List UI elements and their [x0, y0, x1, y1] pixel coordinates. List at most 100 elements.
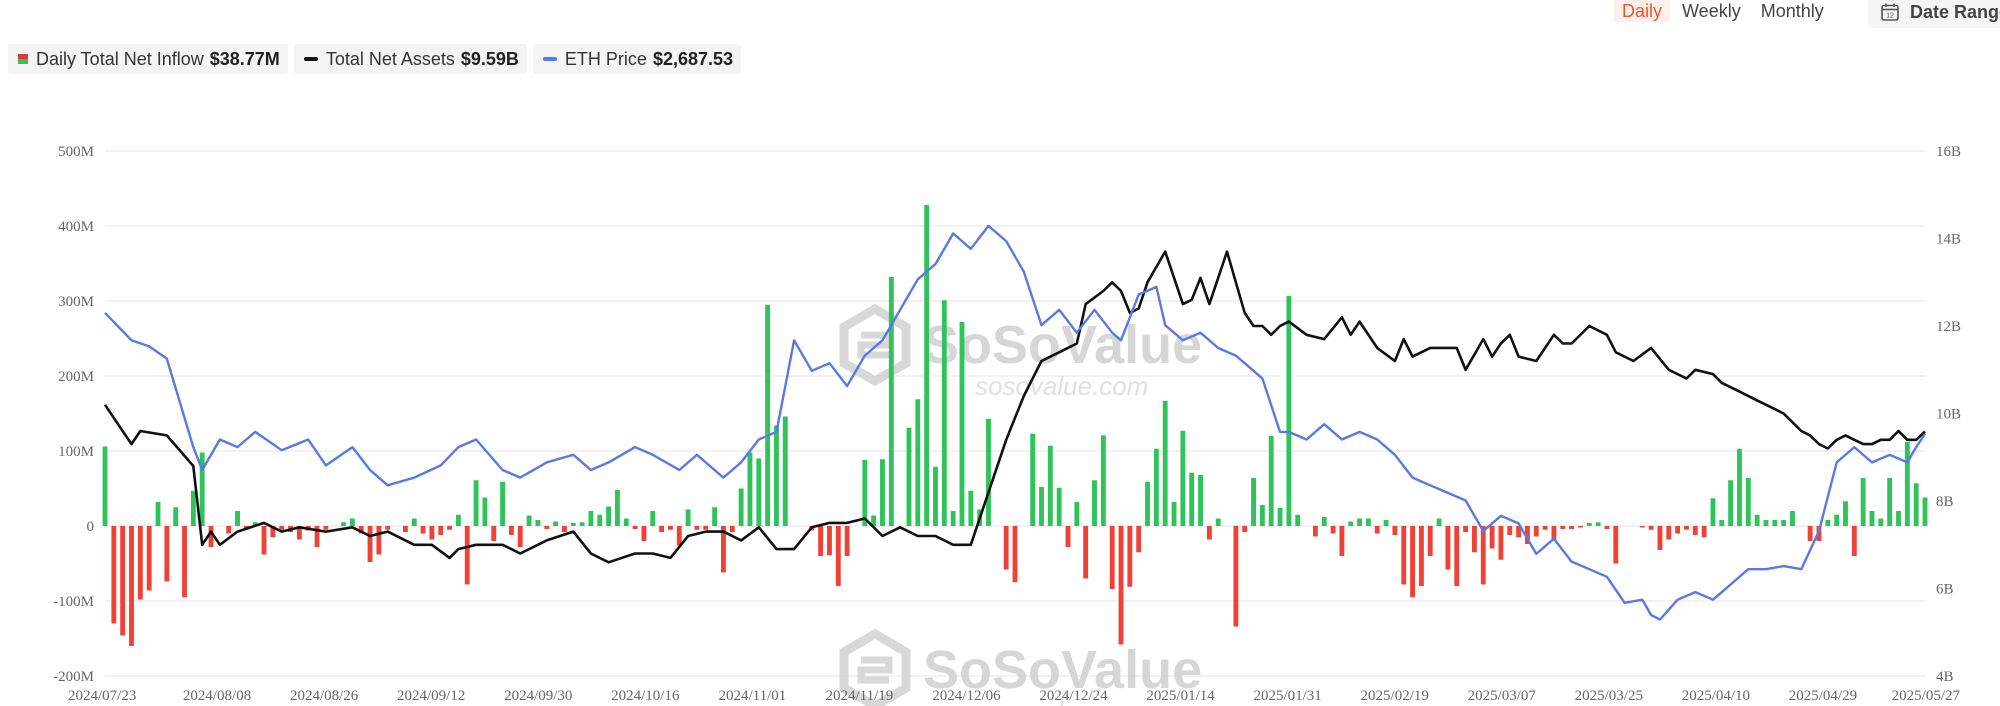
inflow-bar [1613, 526, 1619, 564]
date-range-button[interactable]: 12 Date Range [1868, 0, 2000, 28]
inflow-bar [1843, 501, 1848, 526]
inflow-bar [464, 526, 470, 585]
inflow-bar [1180, 430, 1186, 526]
x-axis-tick-label: 2025/01/14 [1146, 688, 1215, 704]
inflow-bar [155, 502, 161, 526]
legend-value: $9.59B [460, 48, 519, 69]
inflow-bar [906, 427, 912, 526]
inflow-bar [676, 526, 682, 546]
inflow-bar [668, 526, 673, 530]
legend-name: Total Net Assets [325, 48, 455, 69]
legend-item-eth-price[interactable]: ETH Price $2,687.53 [532, 44, 742, 74]
inflow-bar [1524, 526, 1530, 544]
inflow-bar [137, 526, 143, 600]
inflow-bar [1851, 526, 1857, 556]
inflow-bar [1189, 472, 1195, 526]
inflow-bar [765, 304, 771, 526]
inflow-bar [579, 522, 585, 526]
x-axis-tick-label: 2025/03/25 [1575, 688, 1643, 704]
inflow-bar [1896, 511, 1901, 526]
legend-value: $2,687.53 [652, 48, 734, 69]
inflow-bar [1330, 526, 1336, 534]
inflow-bar [544, 526, 550, 529]
logo-hexagon [839, 303, 911, 387]
inflow-bar [1100, 435, 1106, 526]
x-axis-tick-label: 2024/11/19 [826, 688, 894, 704]
inflow-bar [1251, 478, 1256, 526]
legend-value: $38.77M [209, 48, 280, 69]
period-daily-button[interactable]: Daily [1614, 0, 1671, 22]
inflow-bar [1569, 526, 1575, 529]
right-axis-tick-label: 10B [1936, 407, 1961, 423]
inflow-bar [447, 526, 452, 530]
inflow-bar [420, 526, 426, 534]
inflow-bar [1772, 520, 1778, 526]
right-axis-tick-label: 8B [1936, 494, 1954, 510]
inflow-bar [173, 507, 179, 526]
inflow-bar [1790, 511, 1795, 526]
right-axis-tick-label: 6B [1936, 582, 1954, 598]
inflow-bar [182, 526, 187, 598]
inflow-bar [1242, 526, 1248, 532]
inflow-bar [950, 511, 956, 526]
legend-item-inflow[interactable]: Daily Total Net Inflow $38.77M [8, 44, 288, 74]
inflow-bar [738, 488, 744, 526]
inflow-bar [1878, 518, 1884, 526]
period-weekly-button[interactable]: Weekly [1674, 0, 1749, 22]
inflow-bar [1675, 526, 1681, 534]
x-axis-tick-label: 2025/04/29 [1789, 688, 1857, 704]
legend: Daily Total Net Inflow $38.77M Total Net… [8, 44, 742, 74]
x-axis-tick-label: 2025/04/10 [1682, 688, 1750, 704]
inflow-bar [491, 526, 497, 541]
inflow-bar [1737, 448, 1742, 526]
inflow-bar [1507, 526, 1513, 535]
inflow-bar [1410, 526, 1416, 598]
inflow-bar [650, 511, 656, 526]
inflow-bar [1710, 498, 1716, 526]
x-axis-tick-label: 2024/08/08 [183, 688, 251, 704]
inflow-bar [880, 459, 885, 526]
inflow-bar [712, 507, 718, 526]
left-axis-tick-label: 100M [58, 444, 94, 460]
left-axis-tick-label: 400M [58, 219, 94, 235]
inflow-bar [429, 526, 435, 540]
inflow-bar [1030, 433, 1036, 526]
inflow-bar [1657, 526, 1663, 550]
inflow-bar [703, 526, 709, 530]
inflow-bar [1604, 526, 1610, 529]
legend-item-net-assets[interactable]: Total Net Assets $9.59B [293, 44, 527, 74]
inflow-bar [385, 526, 391, 530]
inflow-bar [1109, 526, 1115, 589]
inflow-bar [1136, 526, 1142, 553]
inflow-bar [1595, 522, 1601, 526]
gridlines [105, 150, 1925, 677]
x-axis-tick-label: 2024/10/16 [611, 688, 680, 704]
legend-name: Daily Total Net Inflow [36, 48, 204, 69]
inflow-bar [756, 458, 762, 526]
watermark-brand: SoSoValue [923, 315, 1202, 375]
inflow-bar [323, 526, 329, 530]
inflow-bar [1348, 521, 1354, 526]
right-axis-tick-label: 4B [1936, 669, 1954, 685]
eth-price-line [104, 224, 1927, 621]
inflow-bar [208, 526, 214, 547]
left-axis-tick-label: -200M [53, 669, 94, 685]
inflow-bar [402, 526, 408, 532]
x-axis-tick-label: 2024/07/23 [68, 688, 136, 704]
left-axis-tick-label: 300M [58, 294, 94, 310]
x-axis-tick-label: 2024/11/01 [718, 688, 786, 704]
inflow-bar [1171, 502, 1177, 526]
logo-hexagon [839, 628, 911, 706]
inflow-bar [411, 518, 417, 526]
inflow-bar [986, 418, 991, 526]
x-axis-tick-label: 2024/08/26 [290, 688, 359, 704]
inflow-bar [933, 466, 938, 526]
inflow-bar [438, 526, 444, 535]
inflow-bar [1498, 526, 1504, 560]
inflow-bar [261, 526, 267, 555]
period-monthly-button[interactable]: Monthly [1753, 0, 1832, 22]
inflow-bar [164, 526, 170, 582]
inflow-bar [1312, 526, 1318, 537]
